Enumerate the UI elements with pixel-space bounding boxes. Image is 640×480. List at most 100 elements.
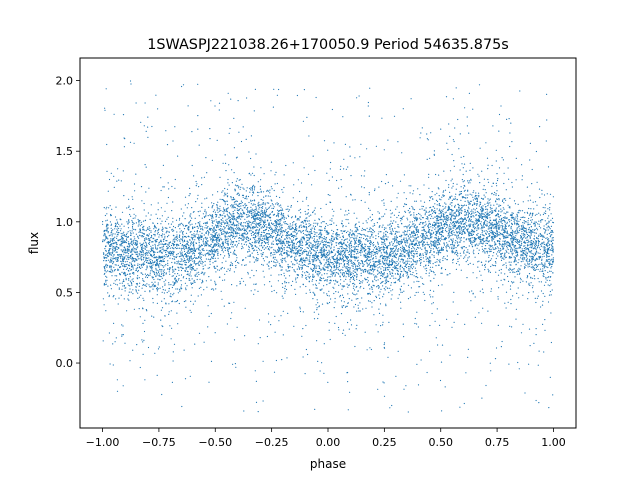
data-point [363, 254, 365, 256]
data-point [128, 221, 130, 223]
data-point [255, 260, 257, 262]
data-point [218, 233, 220, 235]
data-point [442, 194, 444, 196]
data-point [509, 268, 512, 270]
data-point [542, 265, 544, 267]
data-point [264, 235, 266, 237]
data-point [327, 231, 329, 233]
data-point [503, 202, 505, 204]
data-point [479, 182, 481, 184]
data-point [193, 262, 195, 264]
data-point [260, 211, 262, 213]
data-point [525, 239, 528, 241]
data-point [322, 221, 324, 223]
data-point [263, 248, 265, 250]
data-point [180, 253, 182, 255]
data-point [135, 173, 137, 175]
data-point [465, 212, 467, 214]
data-point [114, 280, 116, 282]
data-point [264, 215, 266, 217]
data-point [497, 228, 500, 230]
data-point [283, 174, 285, 176]
data-point [367, 280, 369, 282]
data-point [452, 227, 454, 229]
data-point [487, 201, 489, 203]
data-point [278, 222, 280, 224]
data-point [524, 249, 526, 252]
data-point [504, 216, 506, 218]
data-point [473, 249, 475, 251]
data-point [305, 226, 307, 228]
data-point [549, 243, 551, 245]
data-point [252, 237, 254, 239]
data-point [131, 227, 134, 229]
data-point [291, 216, 293, 218]
data-point [402, 253, 404, 255]
data-point [176, 255, 178, 257]
data-point [330, 248, 332, 250]
data-point [199, 237, 201, 239]
data-point [371, 233, 373, 235]
data-point [499, 226, 501, 228]
data-point [467, 200, 469, 202]
data-point [355, 231, 358, 233]
data-point [342, 266, 344, 268]
data-point [263, 276, 265, 278]
data-point [392, 289, 394, 291]
data-point [169, 247, 171, 249]
data-point [102, 298, 104, 300]
data-point [254, 238, 256, 240]
data-point [372, 225, 374, 227]
data-point [232, 211, 234, 213]
data-point [446, 259, 448, 261]
data-point [212, 211, 214, 213]
data-point [467, 211, 469, 213]
data-point [336, 259, 339, 261]
data-point [403, 336, 405, 338]
data-point [230, 213, 232, 215]
data-point [328, 245, 330, 247]
data-point [343, 250, 345, 252]
data-point [497, 178, 499, 180]
data-point [354, 259, 356, 261]
data-point [323, 280, 326, 282]
data-point [322, 251, 324, 253]
data-point [147, 116, 149, 118]
data-point [347, 219, 349, 221]
data-point [333, 237, 335, 239]
data-point [140, 121, 142, 123]
data-point [465, 372, 467, 374]
data-point [379, 250, 381, 252]
data-point [544, 265, 546, 267]
data-point [366, 227, 368, 229]
data-point [540, 306, 542, 308]
data-point [373, 265, 375, 267]
data-point [511, 240, 513, 242]
data-point [261, 207, 264, 209]
data-point [228, 132, 230, 134]
data-point [130, 282, 132, 284]
data-point [274, 231, 276, 233]
data-point [157, 222, 159, 225]
data-point [302, 244, 304, 246]
data-point [363, 248, 365, 250]
data-point [281, 232, 283, 234]
data-point [383, 227, 386, 229]
data-point [364, 261, 366, 263]
data-point [252, 212, 254, 214]
data-point [484, 220, 486, 222]
data-point [360, 269, 362, 271]
data-point [116, 180, 118, 182]
data-point [383, 228, 385, 231]
data-point [285, 208, 287, 210]
data-point [438, 213, 440, 215]
data-point [122, 240, 124, 242]
data-point [352, 262, 355, 264]
data-point [151, 260, 153, 262]
data-point [488, 228, 490, 230]
data-point [166, 248, 168, 250]
data-point [205, 253, 208, 255]
data-point [510, 227, 512, 229]
data-point [211, 221, 213, 224]
data-point [420, 256, 422, 258]
